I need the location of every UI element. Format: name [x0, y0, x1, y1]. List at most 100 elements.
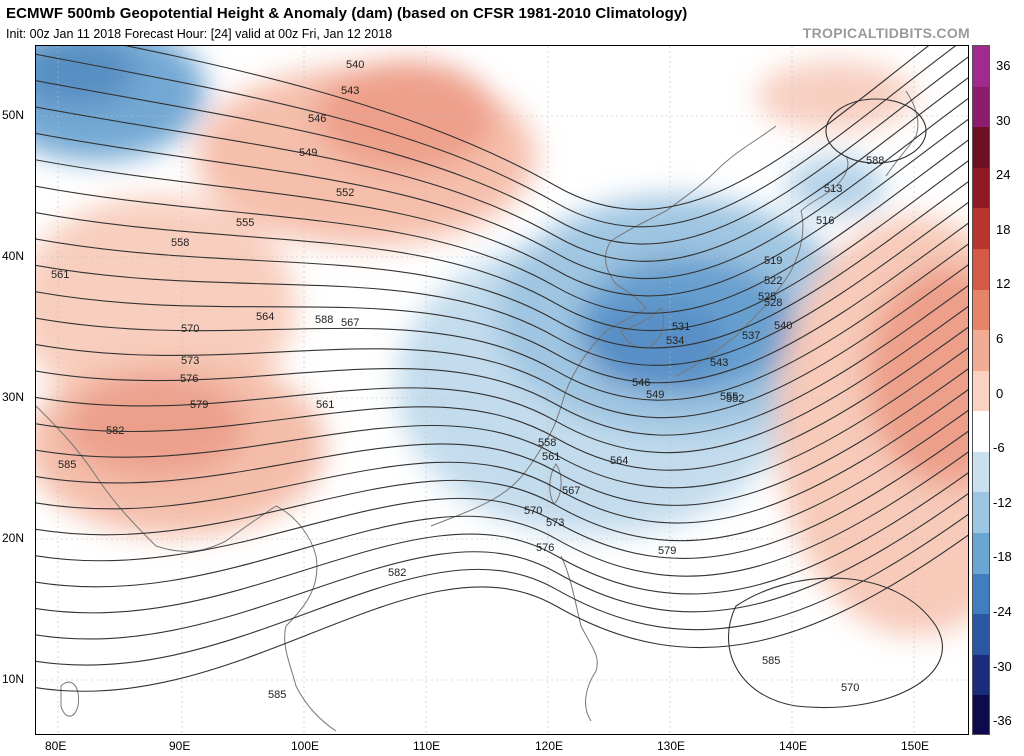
contour-label: 516: [816, 215, 834, 227]
colorbar-segment: [973, 330, 989, 372]
south-asia-coast: [36, 405, 277, 552]
colorbar-segment: [973, 451, 989, 494]
colorbar-label: 12: [996, 276, 1011, 292]
contour-label: 555: [720, 391, 738, 403]
contour-label: 534: [666, 335, 684, 347]
closed-low-contour: [825, 98, 927, 164]
height-contour: [36, 264, 968, 419]
contour-label: 561: [542, 451, 560, 463]
colorbar-segment: [973, 492, 989, 535]
contour-label: 579: [658, 545, 676, 557]
china-coast: [430, 125, 777, 527]
lat-label: 50N: [2, 108, 25, 122]
colorbar-label: 0: [996, 385, 1004, 401]
contour-label: 552: [336, 187, 354, 199]
height-contour: [36, 389, 968, 524]
lon-label: 120E: [535, 739, 564, 753]
contour-label: 576: [536, 542, 554, 554]
sri-lanka: [60, 681, 80, 717]
height-contour: [36, 139, 968, 314]
height-contour: [36, 493, 968, 640]
contour-label: 582: [106, 425, 124, 437]
height-contour: [36, 77, 968, 262]
contour-label: 540: [774, 320, 792, 332]
contour-label: 561: [51, 269, 69, 281]
contour-label: 543: [710, 357, 728, 369]
height-contour: [36, 472, 968, 614]
contour-label: 564: [610, 455, 628, 467]
height-contour: [36, 451, 968, 588]
contour-label: 555: [236, 217, 254, 229]
colorbar-label: 30: [996, 112, 1011, 128]
contour-label: 528: [764, 297, 782, 309]
contour-label: 558: [538, 437, 556, 449]
colorbar-label: 36: [996, 58, 1011, 73]
height-contour: [36, 409, 968, 542]
colorbar-segment: [973, 248, 989, 291]
height-contour: [36, 368, 968, 506]
colorbar-segment: [973, 86, 989, 129]
colorbar-segment: [973, 370, 989, 413]
colorbar-segment: [973, 167, 989, 210]
contour-label: 549: [299, 147, 317, 159]
height-contour: [36, 347, 968, 489]
contour-label: 564: [256, 311, 274, 323]
height-contour: [36, 181, 968, 349]
height-contour: [36, 430, 968, 562]
colorbar-segment: [973, 614, 989, 656]
contour-label: 570: [181, 323, 199, 335]
height-contour: [36, 118, 968, 297]
height-contour: [36, 285, 968, 436]
colorbar-segment: [973, 654, 989, 697]
height-contour: [36, 513, 968, 666]
chart-title: ECMWF 500mb Geopotential Height & Anomal…: [6, 5, 688, 22]
height-contour: [36, 326, 968, 471]
height-contours: [36, 46, 968, 709]
colorbar-label: -36: [993, 713, 1012, 729]
lon-label: 100E: [291, 739, 320, 753]
lon-label: 110E: [413, 739, 441, 753]
contour-label: 552: [726, 393, 744, 405]
sakhalin: [885, 90, 919, 177]
contour-label: 588: [866, 155, 884, 167]
lat-label: 30N: [2, 390, 25, 404]
contour-label: 522: [764, 275, 782, 287]
contour-label: 537: [742, 330, 760, 342]
colorbar-segment: [973, 573, 989, 616]
contour-label: 582: [388, 567, 406, 579]
brand-watermark[interactable]: TROPICALTIDBITS.COM: [802, 25, 970, 41]
contour-label: 525: [758, 291, 776, 303]
contour-label: 585: [58, 459, 76, 471]
positive-anomaly-west: [36, 196, 296, 416]
contour-label: 531: [672, 321, 690, 333]
map-panel: 540 543 546 549 552 555 558 561 564 567 570 573 576 5…: [35, 45, 969, 735]
indochina: [275, 505, 337, 732]
colorbar-label: 18: [996, 221, 1011, 237]
contour-label: 567: [341, 317, 359, 329]
contour-label: 558: [171, 237, 189, 249]
lat-label: 40N: [2, 249, 25, 263]
colorbar-segment: [973, 289, 989, 332]
lat-label: 20N: [2, 531, 25, 545]
colorbar-label: -24: [993, 604, 1012, 619]
colorbar-label: 24: [996, 167, 1011, 183]
coastlines: [36, 90, 919, 732]
contour-label: 513: [824, 183, 842, 195]
contour-label: 546: [308, 113, 326, 125]
contour-label: 519: [764, 255, 782, 267]
contour-label: 561: [316, 399, 334, 411]
contour-label: 567: [562, 485, 580, 497]
height-contour: [124, 46, 930, 211]
colorbar-segment: [973, 695, 989, 734]
height-contour: [36, 222, 968, 384]
colorbar-label: -6: [993, 440, 1005, 456]
contour-label: 570: [841, 682, 859, 694]
lon-label: 90E: [169, 739, 191, 753]
contour-label: 579: [190, 399, 208, 411]
lon-label: 140E: [779, 739, 808, 753]
anomaly-colorbar: [972, 45, 990, 735]
forecast-info: Init: 00z Jan 11 2018 Forecast Hour: [24…: [6, 27, 393, 41]
height-contour: [36, 202, 968, 366]
contour-label: 573: [181, 355, 199, 367]
